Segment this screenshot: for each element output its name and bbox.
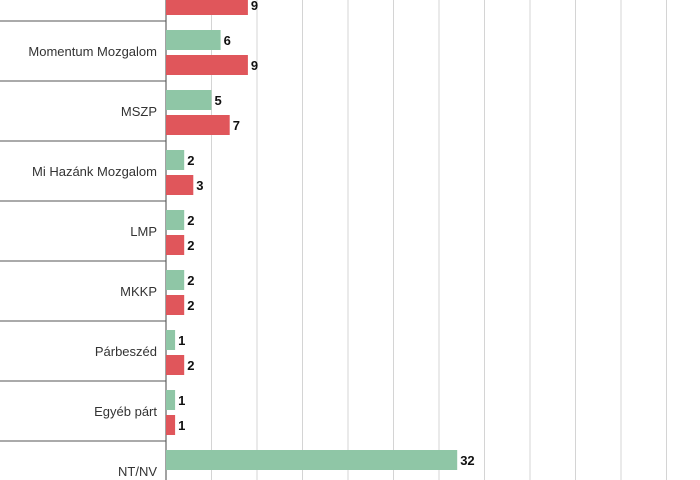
bar xyxy=(166,30,221,50)
bar xyxy=(166,415,176,435)
bars xyxy=(166,0,458,470)
value-label: 2 xyxy=(187,298,194,313)
category-labels: Momentum Mozgalom MSZP Mi Hazánk Mozgalom L… xyxy=(28,44,157,479)
value-label: 1 xyxy=(178,333,185,348)
value-label: 1 xyxy=(178,418,185,433)
category-label: MKKP xyxy=(120,284,157,299)
bar xyxy=(166,210,185,230)
category-label: Egyéb párt xyxy=(94,404,157,419)
bar xyxy=(166,295,185,315)
bar xyxy=(166,330,176,350)
category-label: MSZP xyxy=(121,104,157,119)
value-label: 32 xyxy=(460,453,474,468)
value-label: 9 xyxy=(251,0,258,13)
value-label: 2 xyxy=(187,213,194,228)
value-label: 2 xyxy=(187,153,194,168)
bar xyxy=(166,235,185,255)
value-label: 6 xyxy=(224,33,231,48)
value-label: 7 xyxy=(233,118,240,133)
value-label: 9 xyxy=(251,58,258,73)
bar xyxy=(166,55,248,75)
gridlines xyxy=(165,0,667,480)
value-label: 3 xyxy=(196,178,203,193)
category-separators xyxy=(0,20,166,442)
bar xyxy=(166,115,230,135)
category-label: Momentum Mozgalom xyxy=(28,44,157,59)
value-label: 2 xyxy=(187,273,194,288)
category-label: LMP xyxy=(130,224,157,239)
bar xyxy=(166,450,458,470)
bar xyxy=(166,355,185,375)
bar xyxy=(166,90,212,110)
value-label: 2 xyxy=(187,358,194,373)
category-label: Párbeszéd xyxy=(95,344,157,359)
value-label: 1 xyxy=(178,393,185,408)
value-label: 2 xyxy=(187,238,194,253)
bar xyxy=(166,390,176,410)
category-label: Mi Hazánk Mozgalom xyxy=(32,164,157,179)
value-label: 5 xyxy=(215,93,222,108)
bar xyxy=(166,150,185,170)
category-label: NT/NV xyxy=(118,464,157,479)
bar xyxy=(166,175,194,195)
bar xyxy=(166,270,185,290)
bar xyxy=(166,0,248,15)
